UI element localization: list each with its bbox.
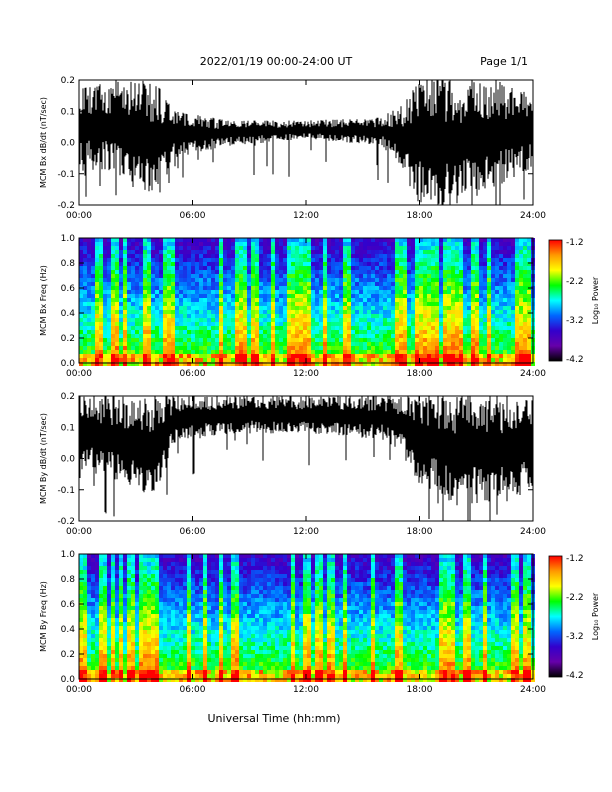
colorbar-tick-label: -3.2 bbox=[566, 632, 584, 642]
y-tick-label: 0.0 bbox=[61, 359, 76, 369]
colorbar-label: Log₁₀ Power bbox=[591, 276, 600, 324]
colorbar-tick-label: -2.2 bbox=[566, 593, 584, 603]
x-tick-label: 24:00 bbox=[520, 211, 546, 221]
y-tick-label: 0.0 bbox=[61, 675, 76, 685]
y-tick-label: 0.8 bbox=[61, 259, 76, 269]
colorbar-tick-label: -3.2 bbox=[566, 316, 584, 326]
x-tick-label: 00:00 bbox=[66, 527, 92, 537]
panel-3: 0.2 0.1 0.0 -0.1 -0.200:00 06:00 12:00 18:00 24:… bbox=[39, 392, 546, 537]
x-tick-label: 24:00 bbox=[520, 369, 546, 379]
y-tick-label: 0.0 bbox=[61, 455, 76, 465]
x-tick-label: 00:00 bbox=[66, 211, 92, 221]
colorbar-label: Log₁₀ Power bbox=[591, 592, 600, 640]
x-tick-label: 12:00 bbox=[293, 685, 319, 695]
x-tick-label: 12:00 bbox=[293, 211, 319, 221]
y-tick-label: 1.0 bbox=[61, 550, 76, 560]
x-tick-label: 18:00 bbox=[407, 369, 433, 379]
y-tick-label: -0.2 bbox=[57, 517, 75, 527]
y-axis-label: MCM Bx dB/dt (nT/sec) bbox=[39, 97, 48, 188]
spectrogram-cells bbox=[79, 554, 535, 682]
x-tick-label: 06:00 bbox=[180, 527, 206, 537]
y-tick-label: 1.0 bbox=[61, 234, 76, 244]
x-tick-label: 06:00 bbox=[180, 211, 206, 221]
y-axis-label: MCM By dB/dt (nT/sec) bbox=[39, 413, 48, 504]
panel-2: -1.2 -2.2 -3.2 -4.2 Log₁₀ Power 1.0 0.8 0.6 0.4 0… bbox=[39, 234, 600, 379]
y-tick-label: 0.6 bbox=[61, 284, 76, 294]
y-axis-label: MCM By Freq (Hz) bbox=[39, 581, 48, 652]
series-trace bbox=[78, 396, 534, 521]
y-tick-label: 0.6 bbox=[61, 600, 76, 610]
x-tick-label: 06:00 bbox=[180, 369, 206, 379]
x-tick-label: 18:00 bbox=[407, 527, 433, 537]
y-tick-label: -0.1 bbox=[57, 486, 75, 496]
x-tick-label: 12:00 bbox=[293, 527, 319, 537]
colorbar-tick-label: -4.2 bbox=[566, 671, 584, 681]
y-tick-label: 0.2 bbox=[61, 392, 75, 402]
y-tick-label: 0.2 bbox=[61, 334, 75, 344]
colorbar-tick-label: -4.2 bbox=[566, 355, 584, 365]
x-tick-label: 24:00 bbox=[520, 685, 546, 695]
x-tick-label: 18:00 bbox=[407, 211, 433, 221]
panel-1: 0.2 0.1 0.0 -0.1 -0.200:00 06:00 12:00 18:00 24:… bbox=[39, 76, 546, 221]
y-tick-label: -0.1 bbox=[57, 170, 75, 180]
x-tick-label: 18:00 bbox=[407, 685, 433, 695]
spectrogram-cells bbox=[79, 238, 535, 366]
panels: 0.20.10.0-0.1-0.200:00 06:00 12:00 18:00 24:… bbox=[39, 76, 600, 695]
colorbar-tick-label: -1.2 bbox=[566, 554, 584, 564]
header-page: Page 1/1 bbox=[480, 55, 528, 68]
x-tick-label: 24:00 bbox=[520, 527, 546, 537]
y-tick-label: 0.1 bbox=[61, 107, 75, 117]
y-tick-label: 0.2 bbox=[61, 76, 75, 86]
x-axis-label: Universal Time (hh:mm) bbox=[208, 712, 341, 725]
colorbar-tick-label: -2.2 bbox=[566, 277, 584, 287]
colorbar bbox=[548, 555, 563, 678]
y-tick-label: 0.8 bbox=[61, 575, 76, 585]
colorbar-tick-label: -1.2 bbox=[566, 238, 584, 248]
y-axis-label: MCM Bx Freq (Hz) bbox=[39, 265, 48, 336]
series-trace bbox=[78, 80, 534, 205]
y-tick-label: 0.1 bbox=[61, 423, 75, 433]
y-tick-label: 0.2 bbox=[61, 650, 75, 660]
y-tick-label: 0.4 bbox=[61, 625, 76, 635]
x-tick-label: 06:00 bbox=[180, 685, 206, 695]
y-tick-label: 0.0 bbox=[61, 139, 76, 149]
x-tick-label: 00:00 bbox=[66, 369, 92, 379]
y-tick-label: -0.2 bbox=[57, 201, 75, 211]
header-date-range: 2022/01/19 00:00-24:00 UT bbox=[200, 55, 353, 68]
colorbar bbox=[548, 239, 563, 362]
x-tick-label: 12:00 bbox=[293, 369, 319, 379]
x-tick-label: 00:00 bbox=[66, 685, 92, 695]
panel-4: -1.2 -2.2 -3.2 -4.2 Log₁₀ Power 1.0 0.8 0.6 0.4 0… bbox=[39, 550, 600, 695]
y-tick-label: 0.4 bbox=[61, 309, 76, 319]
